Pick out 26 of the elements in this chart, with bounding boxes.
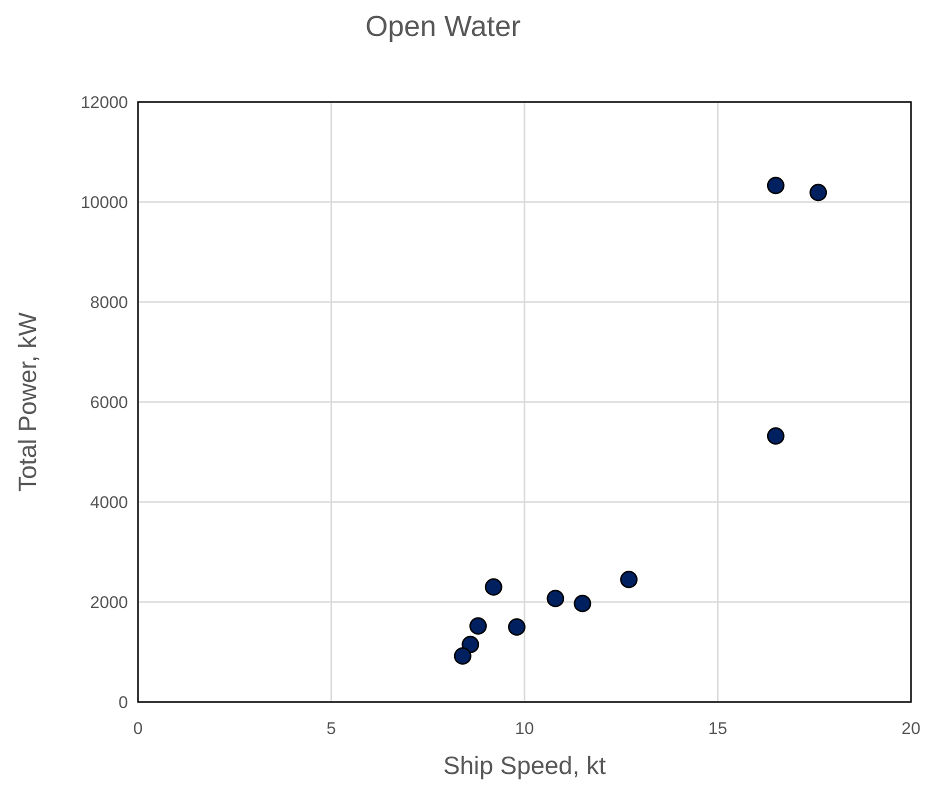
- point: [620, 570, 638, 588]
- point: [508, 618, 526, 636]
- y-tick-label: 10000: [80, 192, 128, 212]
- point: [546, 590, 564, 608]
- point: [469, 617, 487, 635]
- point: [809, 184, 827, 202]
- y-tick-label: 4000: [90, 492, 128, 512]
- point: [462, 636, 480, 654]
- x-tick-label: 10: [515, 719, 534, 738]
- point: [454, 647, 472, 665]
- x-tick-label: 0: [133, 719, 143, 738]
- point: [766, 427, 784, 445]
- point: [574, 594, 592, 612]
- x-tick-label: 20: [902, 719, 920, 738]
- point: [484, 578, 502, 596]
- x-tick-label: 15: [708, 719, 728, 738]
- y-tick-label: 8000: [90, 292, 128, 312]
- y-axis-title: Total Power, kW: [14, 312, 42, 492]
- chart-title: Open Water: [365, 11, 521, 43]
- y-tick-label: 6000: [90, 392, 128, 412]
- x-tick-label: 5: [326, 719, 336, 738]
- y-tick-label: 12000: [80, 92, 128, 112]
- y-tick-label: 0: [118, 692, 128, 712]
- y-tick-label: 2000: [90, 592, 128, 612]
- point: [766, 176, 784, 194]
- x-axis-title: Ship Speed, kt: [443, 752, 606, 780]
